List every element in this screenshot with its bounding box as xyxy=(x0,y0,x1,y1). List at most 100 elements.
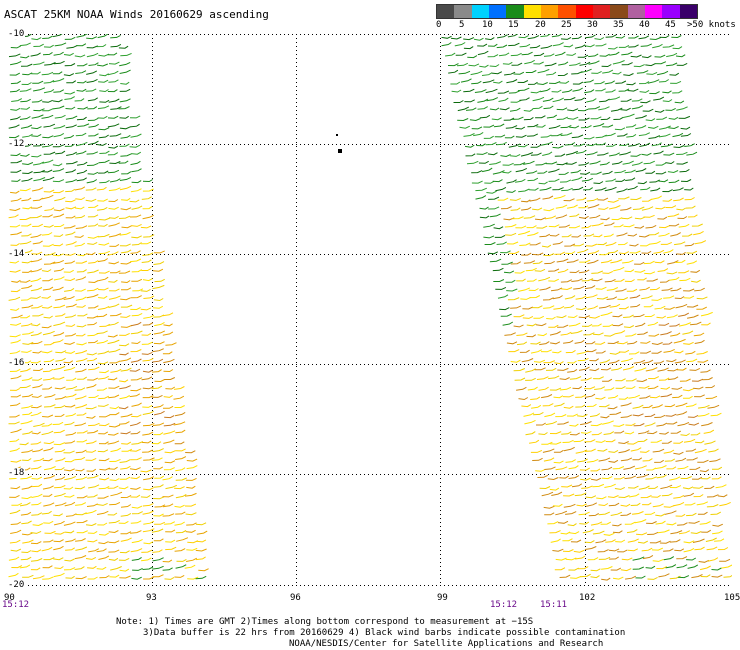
wind-barb xyxy=(617,297,629,301)
wind-barb xyxy=(142,214,154,220)
wind-barb xyxy=(97,361,109,365)
wind-barb xyxy=(526,334,537,338)
wind-barb xyxy=(10,169,22,173)
wind-barb xyxy=(546,114,558,119)
wind-barb xyxy=(529,197,541,202)
wind-barb xyxy=(508,143,521,148)
wind-barb xyxy=(721,564,732,569)
wind-barb xyxy=(559,475,569,479)
wind-barb xyxy=(635,125,647,130)
wind-barb xyxy=(570,169,581,174)
wind-barb xyxy=(120,494,132,498)
wind-barb xyxy=(665,205,677,209)
wind-barb xyxy=(569,125,580,129)
wind-barb xyxy=(641,250,652,254)
wind-barb xyxy=(184,492,197,497)
wind-barb xyxy=(631,511,644,515)
wind-barb xyxy=(88,340,99,344)
wind-barb xyxy=(504,332,516,336)
wind-barb xyxy=(506,179,517,184)
wind-barb xyxy=(535,115,546,119)
wind-barb xyxy=(693,494,704,498)
wind-barb xyxy=(558,224,571,228)
wind-barb xyxy=(655,520,666,525)
wind-barb xyxy=(152,268,164,272)
wind-barb xyxy=(64,494,75,498)
wind-barb xyxy=(565,557,577,561)
wind-barb xyxy=(75,70,87,74)
wind-barb xyxy=(659,540,671,544)
wind-barb xyxy=(476,143,486,147)
wind-barb xyxy=(612,466,625,470)
wind-barb xyxy=(645,367,658,372)
wind-barb xyxy=(565,459,576,463)
wind-barb xyxy=(666,271,678,275)
wind-barb xyxy=(626,82,636,86)
wind-barb xyxy=(570,330,583,334)
wind-barb xyxy=(628,351,640,355)
wind-barb xyxy=(527,81,538,85)
wind-barb xyxy=(637,181,648,185)
wind-barb xyxy=(33,368,44,372)
wind-barb xyxy=(107,70,119,76)
wind-barb xyxy=(610,511,623,516)
wind-barb xyxy=(583,332,595,336)
wind-barb xyxy=(621,62,633,66)
wind-barb xyxy=(31,340,43,345)
wind-barb xyxy=(686,151,698,156)
wind-barb xyxy=(672,187,684,192)
wind-barb xyxy=(587,305,599,310)
wind-barb xyxy=(107,339,120,345)
wind-barb xyxy=(567,360,577,364)
wind-barb xyxy=(185,512,197,516)
wind-barb xyxy=(534,217,546,221)
wind-barb xyxy=(706,546,718,551)
wind-barb xyxy=(176,558,187,562)
wind-barb xyxy=(651,342,663,346)
wind-barb xyxy=(479,64,489,68)
wind-barb xyxy=(130,358,142,363)
wind-barb xyxy=(53,557,64,561)
wind-barb xyxy=(694,394,705,398)
wind-barb xyxy=(448,69,459,74)
wind-barb xyxy=(590,171,602,175)
wind-barb xyxy=(43,502,55,507)
wind-barb xyxy=(65,231,76,236)
wind-barb xyxy=(10,153,21,157)
wind-barb xyxy=(465,153,476,157)
wind-barb xyxy=(614,430,625,434)
wind-barb xyxy=(636,379,648,383)
wind-barb xyxy=(31,394,42,398)
wind-barb xyxy=(131,235,142,239)
wind-barb xyxy=(629,243,639,247)
wind-barb xyxy=(710,511,722,515)
wind-barb xyxy=(30,360,41,364)
wind-barb xyxy=(469,118,481,122)
wind-barb xyxy=(542,448,555,453)
wind-barb xyxy=(130,295,142,299)
wind-barb xyxy=(33,61,45,66)
wind-barb xyxy=(673,338,686,344)
wind-barb xyxy=(64,468,75,472)
wind-barb xyxy=(639,395,651,399)
wind-barb xyxy=(163,369,174,373)
wind-barb xyxy=(680,433,690,437)
wind-barb xyxy=(476,151,488,155)
wind-barb xyxy=(697,459,709,463)
wind-barb xyxy=(686,358,698,363)
wind-barb xyxy=(515,225,527,229)
wind-barb xyxy=(585,243,598,247)
wind-barb xyxy=(11,279,21,283)
wind-barb xyxy=(550,287,563,292)
wind-barb xyxy=(98,375,109,380)
wind-barb xyxy=(666,52,678,58)
wind-barb xyxy=(10,486,21,490)
wind-barb xyxy=(151,457,163,461)
wind-barb xyxy=(43,44,54,48)
legend-swatch xyxy=(575,5,593,18)
wind-barb xyxy=(22,133,33,138)
wind-barb xyxy=(175,493,187,499)
wind-barb xyxy=(165,546,177,551)
wind-barb xyxy=(627,538,639,543)
wind-barb xyxy=(651,547,664,551)
